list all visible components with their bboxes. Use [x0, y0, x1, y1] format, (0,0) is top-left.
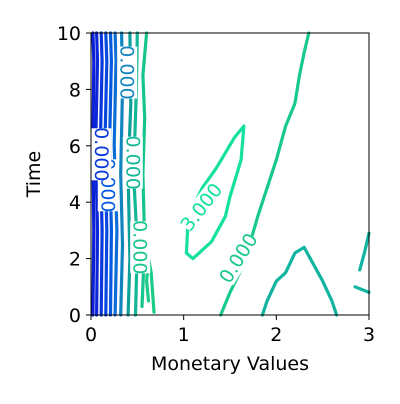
contour-label-group: 0.000 [215, 229, 262, 287]
x-axis-ticks: 0 1 2 3 [85, 315, 375, 346]
x-tick-label: 0 [85, 324, 97, 346]
contour-line [112, 31, 119, 317]
contour-label: 0.000 [116, 45, 138, 99]
contour-line [353, 285, 371, 294]
x-tick-label: 3 [363, 324, 375, 346]
contour-line [184, 124, 246, 261]
contour-label-background [130, 221, 151, 274]
contour-label: 0.000 [129, 220, 151, 274]
x-tick-label: 2 [270, 324, 282, 346]
y-axis-ticks: 0 2 4 6 8 10 [57, 23, 91, 327]
y-tick-label: 8 [69, 79, 81, 101]
contour-label-group: 0.000 [116, 45, 138, 99]
y-tick-label: 4 [69, 192, 81, 214]
x-tick-label: 1 [178, 324, 190, 346]
contour-label-background [122, 136, 143, 189]
plot-frame [90, 32, 370, 316]
x-axis-label: Monetary Values [151, 353, 309, 375]
y-tick-label: 0 [69, 305, 81, 327]
contour-label-group: 0.000 [121, 135, 143, 189]
y-tick-label: 6 [69, 136, 81, 158]
contour-label: 0.000 [215, 229, 262, 287]
y-axis-label: Time [23, 151, 45, 199]
contour-label-background [117, 46, 138, 99]
contour-label: 0.000 [121, 135, 143, 189]
contour-label-background [216, 230, 261, 286]
contour-label-background [177, 180, 226, 234]
contour-line [358, 231, 371, 272]
contour-label-group: 0.000 [129, 220, 151, 274]
contour-label: 0.000 [90, 127, 112, 181]
y-tick-label: 10 [57, 23, 81, 45]
contour-label-background [91, 128, 112, 181]
contour-line [260, 245, 339, 317]
contour-label-group: 0.000 [90, 127, 112, 181]
y-tick-label: 2 [69, 249, 81, 271]
